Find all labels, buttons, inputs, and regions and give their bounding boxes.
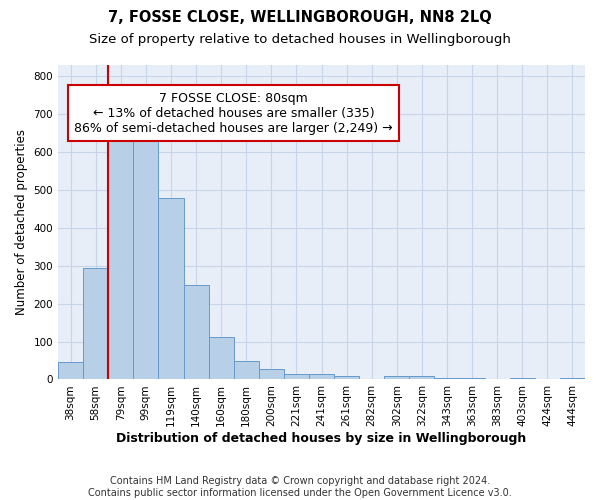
Bar	[560, 378, 585, 380]
Bar	[209, 336, 233, 380]
Text: Size of property relative to detached houses in Wellingborough: Size of property relative to detached ho…	[89, 32, 511, 46]
Bar	[184, 286, 209, 380]
Text: 7 FOSSE CLOSE: 80sqm
← 13% of detached houses are smaller (335)
86% of semi-deta: 7 FOSSE CLOSE: 80sqm ← 13% of detached h…	[74, 92, 393, 134]
Bar	[58, 362, 83, 380]
Bar	[284, 374, 309, 380]
Bar	[83, 268, 108, 380]
X-axis label: Distribution of detached houses by size in Wellingborough: Distribution of detached houses by size …	[116, 432, 527, 445]
Text: 7, FOSSE CLOSE, WELLINGBOROUGH, NN8 2LQ: 7, FOSSE CLOSE, WELLINGBOROUGH, NN8 2LQ	[108, 10, 492, 25]
Bar	[409, 376, 434, 380]
Bar	[133, 130, 158, 380]
Bar	[259, 369, 284, 380]
Bar	[233, 360, 259, 380]
Y-axis label: Number of detached properties: Number of detached properties	[15, 129, 28, 315]
Bar	[158, 198, 184, 380]
Bar	[460, 378, 485, 380]
Bar	[108, 132, 133, 380]
Bar	[309, 374, 334, 380]
Bar	[510, 378, 535, 380]
Bar	[434, 378, 460, 380]
Bar	[334, 376, 359, 380]
Bar	[384, 376, 409, 380]
Text: Contains HM Land Registry data © Crown copyright and database right 2024.
Contai: Contains HM Land Registry data © Crown c…	[88, 476, 512, 498]
